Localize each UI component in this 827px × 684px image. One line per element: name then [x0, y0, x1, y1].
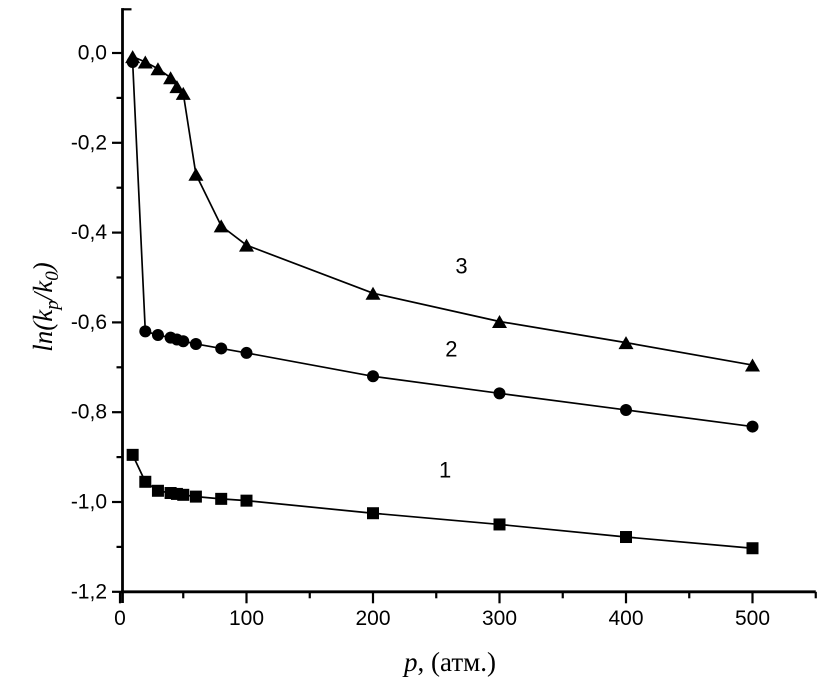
x-axis-title: p, (атм.): [402, 647, 496, 677]
y-tick-label: -0,6: [71, 311, 107, 334]
data-point-triangle: [188, 167, 204, 181]
x-tick-label: 400: [608, 607, 643, 630]
data-point-square: [746, 542, 759, 555]
data-point-triangle: [150, 62, 166, 76]
y-tick-label: 0,0: [78, 42, 107, 65]
data-point-circle: [151, 328, 164, 341]
data-point-circle: [240, 346, 253, 359]
y-tick-label: -0,8: [71, 401, 107, 424]
x-tick-label: 0: [114, 607, 126, 630]
data-point-triangle: [169, 80, 185, 94]
data-point-triangle: [618, 336, 634, 350]
series-3: 3: [125, 50, 760, 372]
series-1-label: 1: [439, 458, 451, 483]
x-tick-label: 300: [482, 607, 517, 630]
data-point-triangle: [137, 55, 153, 69]
y-tick-label: -0,2: [71, 131, 107, 154]
series-2-line: [131, 61, 753, 428]
data-point-triangle: [213, 219, 229, 233]
data-point-circle: [215, 342, 228, 355]
series-3-line: [132, 55, 753, 366]
data-point-square: [189, 490, 202, 503]
data-point-triangle: [239, 238, 254, 252]
data-point-triangle: [492, 315, 507, 329]
data-point-square: [620, 531, 632, 544]
data-point-square: [139, 475, 152, 488]
data-point-square: [177, 488, 190, 501]
data-point-square: [367, 507, 379, 520]
x-axis-ticks: 0 100 200 300 400 500: [114, 591, 817, 630]
data-point-square: [126, 448, 139, 461]
x-tick-label: 500: [735, 607, 770, 630]
axes: [121, 8, 816, 603]
y-tick-label: -0,4: [71, 221, 108, 244]
y-axis-title: ln(kp/k0): [28, 262, 63, 351]
data-point-circle: [367, 370, 379, 383]
series-2: 2: [126, 55, 759, 433]
data-point-triangle: [163, 71, 179, 85]
data-point-circle: [746, 420, 759, 433]
data-point-triangle: [365, 286, 381, 300]
data-point-square: [240, 494, 253, 507]
data-point-square: [151, 484, 164, 497]
data-point-triangle: [745, 358, 760, 372]
data-point-circle: [139, 325, 152, 338]
series-1: 1: [126, 448, 759, 555]
y-axis-ticks: 0,0 -0,2 -0,4 -0,6 -0,8 -1,0 -1,2: [71, 42, 123, 603]
data-point-circle: [620, 403, 632, 416]
data-point-circle: [177, 335, 190, 348]
data-point-square: [215, 492, 228, 505]
data-point-circle: [493, 387, 506, 400]
y-tick-label: -1,0: [71, 491, 107, 514]
y-tick-label: -1,2: [71, 580, 107, 603]
series-3-label: 3: [455, 253, 467, 278]
data-point-circle: [189, 337, 202, 350]
x-tick-label: 100: [229, 607, 264, 630]
series-2-label: 2: [445, 336, 457, 361]
x-tick-label: 200: [355, 607, 390, 630]
data-point-square: [493, 518, 506, 531]
data-point-triangle: [175, 86, 191, 100]
data-point-triangle: [125, 50, 141, 64]
